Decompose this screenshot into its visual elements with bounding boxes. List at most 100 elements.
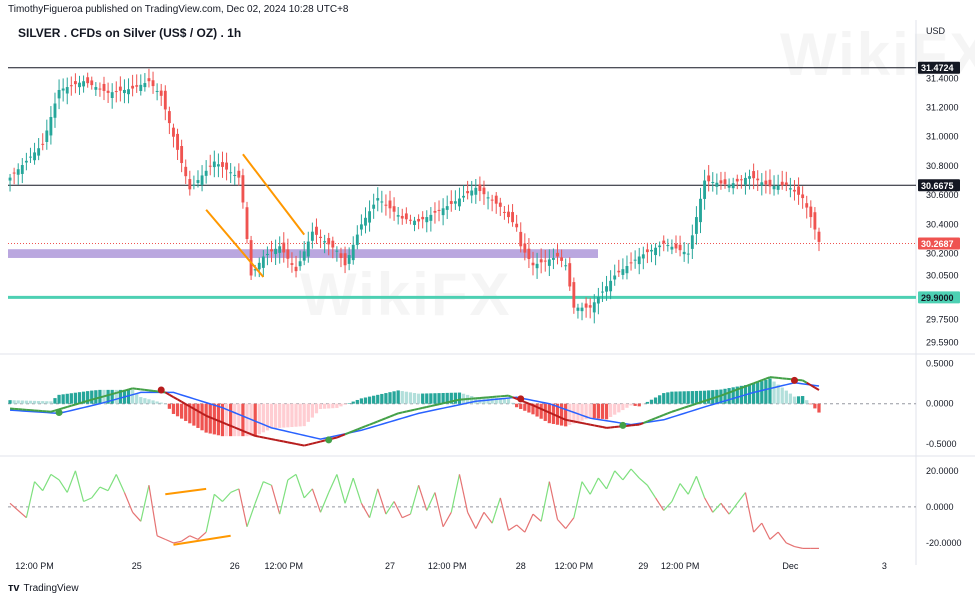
osc-line-segment: [25, 481, 36, 518]
macd-hist-bar: [694, 390, 699, 404]
osc-line-segment: [270, 485, 281, 515]
macd-hist-bar: [408, 392, 413, 404]
macd-hist-bar: [180, 403, 184, 419]
macd-line-segment: [569, 419, 575, 423]
candle-body: [221, 162, 224, 167]
candle-body: [127, 89, 130, 95]
price-tick-label: 30.4000: [926, 219, 959, 229]
macd-hist-bar: [604, 403, 609, 420]
candle-body: [547, 259, 551, 266]
macd-hist-bar: [796, 396, 801, 404]
macd-hist-bar: [453, 392, 458, 404]
osc-line-segment: [663, 501, 673, 511]
candle-body: [102, 83, 106, 91]
macd-hist-bar: [90, 390, 94, 404]
candle-body: [143, 83, 147, 88]
currency-label[interactable]: USD: [925, 26, 945, 36]
macd-hist-bar: [265, 403, 270, 431]
candle-body: [61, 88, 65, 91]
price-tick-label: 31.2000: [926, 103, 959, 113]
candle-body: [351, 244, 355, 261]
macd-line-segment: [749, 382, 754, 386]
macd-line-segment: [50, 409, 56, 413]
osc-line-segment: [499, 497, 510, 531]
macd-line-segment: [299, 443, 305, 447]
macd-hist-bar: [8, 400, 12, 404]
macd-line-segment: [561, 417, 567, 421]
macd-line-segment: [107, 393, 113, 397]
macd-line-segment: [336, 434, 342, 439]
macd-line-segment: [348, 430, 354, 434]
macd-hist-bar: [130, 389, 135, 404]
macd-hist-bar: [421, 393, 425, 404]
macd-line-segment: [259, 435, 264, 439]
macd-hist-bar: [384, 393, 388, 404]
macd-hist-bar: [241, 403, 245, 437]
macd-line-segment: [312, 441, 317, 445]
level-value-label: 30.2687: [921, 239, 954, 249]
macd-hist-bar: [772, 381, 776, 404]
macd-hist-bar: [416, 393, 421, 404]
candle-body: [776, 185, 780, 190]
candle-body: [727, 184, 731, 188]
candle-body: [482, 187, 486, 195]
macd-line-segment: [590, 423, 595, 427]
macd-line-segment: [230, 424, 236, 429]
macd-line-segment: [565, 418, 570, 422]
osc-line-segment: [156, 535, 166, 540]
macd-hist-bar: [261, 403, 265, 433]
macd-hist-bar: [617, 403, 621, 413]
candle-body: [327, 238, 331, 245]
macd-hist-bar: [510, 402, 515, 404]
candle-body: [20, 165, 24, 174]
time-axis-label: 25: [132, 561, 142, 571]
macd-line-segment: [446, 400, 452, 404]
time-axis-label: 27: [385, 561, 395, 571]
level-badge: [918, 179, 960, 192]
candle-body: [12, 172, 16, 174]
macd-hist-bar: [682, 391, 686, 404]
macd-line-segment: [716, 394, 722, 398]
candle-body: [355, 234, 359, 245]
macd-line-segment: [275, 438, 280, 442]
macd-hist-bar: [768, 378, 772, 404]
candle-body: [257, 262, 261, 270]
macd-hist-bar: [106, 389, 110, 404]
osc-divergence-line: [165, 487, 207, 496]
macd-line-segment: [132, 387, 137, 390]
macd-line-segment: [218, 419, 223, 424]
osc-line-segment: [368, 488, 379, 518]
candle-body: [784, 182, 788, 185]
candle-body: [502, 211, 506, 213]
macd-hist-bar: [77, 392, 82, 404]
price-tick-label: 30.0500: [926, 271, 959, 281]
osc-line-segment: [197, 531, 207, 540]
macd-hist-bar: [727, 388, 731, 404]
macd-hist-bar: [208, 403, 212, 434]
osc-line-segment: [213, 493, 223, 502]
macd-hist-bar: [151, 400, 155, 404]
macd-line-segment: [181, 400, 187, 405]
osc-line-segment: [246, 503, 256, 527]
macd-line-segment: [340, 433, 346, 437]
price-tick-label: 29.7500: [926, 314, 959, 324]
macd-hist-bar: [253, 403, 257, 437]
macd-hist-bar: [216, 403, 221, 436]
candle-body: [445, 206, 449, 210]
osc-line-segment: [548, 481, 559, 520]
macd-cross-dot: [55, 409, 63, 417]
macd-hist-bar: [506, 398, 511, 404]
macd-hist-bar: [37, 400, 41, 404]
macd-hist-bar: [674, 391, 678, 404]
macd-hist-bar: [490, 397, 494, 404]
candle-body: [78, 82, 81, 88]
candle-body: [123, 89, 126, 94]
osc-line-segment: [605, 470, 616, 490]
macd-line-segment: [79, 401, 84, 405]
candle-body: [813, 212, 817, 230]
macd-hist-bar: [61, 394, 65, 404]
macd-hist-bar: [286, 403, 290, 428]
candle-body: [241, 175, 245, 203]
candle-body: [69, 85, 73, 87]
